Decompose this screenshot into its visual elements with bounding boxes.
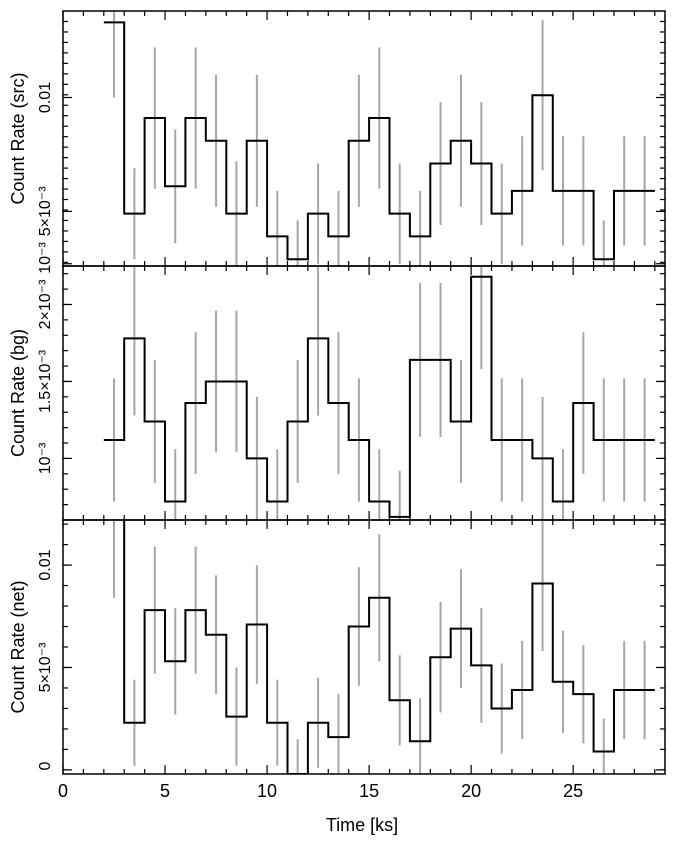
panel-2: 2×10⁻³ 1.5×10⁻³ 10⁻³ Count Rate (bg) xyxy=(8,265,666,521)
plot-frame xyxy=(62,265,666,521)
x-tick-label: 10 xyxy=(257,781,277,801)
step-line xyxy=(103,21,655,261)
y-axis-label: Count Rate (bg) xyxy=(8,329,28,457)
y-tick-label: 10⁻³ xyxy=(37,242,54,274)
x-tick-label: 25 xyxy=(563,781,583,801)
panel-1: 0.01 5×10⁻³ 10⁻³ Count Rate (src) xyxy=(8,10,666,274)
y-tick-label: 5×10⁻³ xyxy=(37,186,54,236)
y-axis-label: Count Rate (src) xyxy=(8,72,28,204)
x-axis-label: Time [ks] xyxy=(326,815,398,835)
x-tick-label: 0 xyxy=(58,781,68,801)
y-tick-label: 0 xyxy=(37,761,54,770)
plot-frame xyxy=(62,10,666,267)
x-tick-label: 15 xyxy=(359,781,379,801)
step-line xyxy=(123,520,655,774)
y-tick-label: 10⁻³ xyxy=(37,442,54,474)
x-tick-label: 5 xyxy=(160,781,170,801)
step-line xyxy=(103,275,655,518)
y-tick-label: 2×10⁻³ xyxy=(37,279,54,329)
y-tick-label: 0.01 xyxy=(37,549,54,580)
y-axis-label: Count Rate (net) xyxy=(8,580,28,713)
y-tick-label: 0.01 xyxy=(37,82,54,113)
x-tick-label: 20 xyxy=(461,781,481,801)
y-tick-label: 5×10⁻³ xyxy=(37,642,54,692)
y-tick-label: 1.5×10⁻³ xyxy=(37,349,54,413)
plot-frame xyxy=(62,519,666,775)
panel-3: 0.01 5×10⁻³ 0 Count Rate (net) xyxy=(8,519,666,775)
